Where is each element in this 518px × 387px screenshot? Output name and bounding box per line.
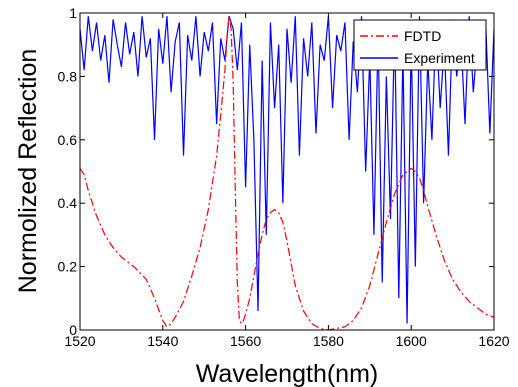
x-tick-label: 1560 <box>230 333 261 349</box>
y-tick-label: 0.6 <box>58 132 78 148</box>
x-tick-label: 1520 <box>64 333 95 349</box>
y-axis-label: Normolized Reflection <box>14 49 42 294</box>
legend-experiment-label: Experiment <box>404 50 475 66</box>
tick-layer: 1520 1540 1560 1580 1600 1620 0 0.2 0.4 0.6 0.8 1 <box>58 5 510 349</box>
y-tick-label: 0.2 <box>58 259 78 275</box>
x-axis-label: Wavelength(nm) <box>196 360 378 387</box>
x-tick-label: 1580 <box>313 333 344 349</box>
series-line-fdtd <box>80 16 494 330</box>
legend: FDTD Experiment <box>353 19 487 71</box>
y-tick-label: 0 <box>69 322 77 338</box>
legend-fdtd-label: FDTD <box>404 28 441 44</box>
y-tick-label: 0.4 <box>58 195 78 211</box>
series-layer <box>80 15 494 330</box>
x-tick-label: 1620 <box>478 333 509 349</box>
legend-box <box>353 19 487 71</box>
y-tick-label: 0.8 <box>58 68 78 84</box>
series-line-experiment <box>80 15 494 324</box>
plot-frame <box>79 12 495 331</box>
x-tick-label: 1540 <box>147 333 178 349</box>
x-tick-label: 1600 <box>396 333 427 349</box>
y-tick-label: 1 <box>69 5 77 21</box>
